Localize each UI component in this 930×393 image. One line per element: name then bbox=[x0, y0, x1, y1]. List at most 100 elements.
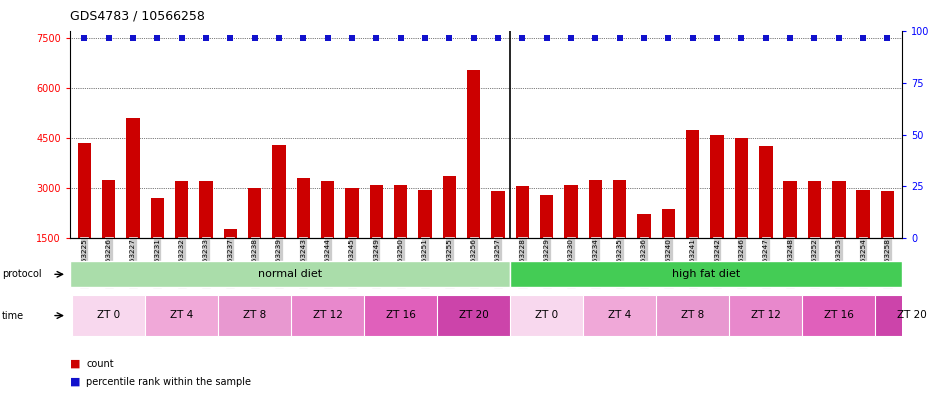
Text: ■: ■ bbox=[70, 358, 80, 369]
Text: GSM1263231: GSM1263231 bbox=[154, 238, 160, 286]
Text: GSM1263251: GSM1263251 bbox=[422, 238, 428, 286]
Bar bbox=[321, 181, 335, 288]
Text: percentile rank within the sample: percentile rank within the sample bbox=[86, 377, 251, 387]
Bar bbox=[443, 176, 456, 288]
Bar bbox=[224, 230, 237, 288]
Text: count: count bbox=[86, 358, 114, 369]
Text: GDS4783 / 10566258: GDS4783 / 10566258 bbox=[70, 10, 205, 23]
Text: ZT 16: ZT 16 bbox=[386, 310, 416, 320]
Bar bbox=[151, 198, 164, 288]
Text: GSM1263247: GSM1263247 bbox=[763, 238, 769, 286]
Bar bbox=[589, 180, 602, 288]
Bar bbox=[272, 145, 286, 288]
Bar bbox=[583, 295, 657, 336]
Text: GSM1263250: GSM1263250 bbox=[398, 238, 404, 286]
Text: ZT 16: ZT 16 bbox=[824, 310, 854, 320]
Bar bbox=[637, 215, 651, 288]
Text: GSM1263240: GSM1263240 bbox=[666, 238, 671, 286]
Text: ■: ■ bbox=[70, 377, 80, 387]
Bar bbox=[345, 188, 359, 288]
Bar bbox=[218, 295, 292, 336]
Bar bbox=[364, 295, 438, 336]
Text: ZT 12: ZT 12 bbox=[751, 310, 781, 320]
Bar bbox=[662, 209, 675, 288]
Text: GSM1263243: GSM1263243 bbox=[300, 238, 306, 286]
Text: ZT 20: ZT 20 bbox=[458, 310, 488, 320]
Bar bbox=[808, 181, 821, 288]
Bar bbox=[370, 185, 383, 288]
Text: protocol: protocol bbox=[2, 269, 42, 279]
Text: GSM1263244: GSM1263244 bbox=[325, 238, 331, 286]
Text: ZT 8: ZT 8 bbox=[681, 310, 704, 320]
Text: time: time bbox=[2, 310, 24, 321]
Bar bbox=[783, 181, 797, 288]
Text: GSM1263255: GSM1263255 bbox=[446, 238, 452, 286]
Text: ZT 4: ZT 4 bbox=[608, 310, 631, 320]
Text: GSM1263236: GSM1263236 bbox=[641, 238, 647, 286]
Text: GSM1263239: GSM1263239 bbox=[276, 238, 282, 286]
Text: GSM1263237: GSM1263237 bbox=[227, 238, 233, 286]
Text: GSM1263234: GSM1263234 bbox=[592, 238, 598, 286]
Text: GSM1263258: GSM1263258 bbox=[884, 238, 891, 286]
Bar bbox=[297, 178, 310, 288]
Bar bbox=[126, 118, 140, 288]
Text: GSM1263257: GSM1263257 bbox=[495, 238, 501, 286]
Bar bbox=[199, 181, 213, 288]
Bar bbox=[802, 295, 876, 336]
Text: GSM1263233: GSM1263233 bbox=[203, 238, 209, 286]
Text: GSM1263226: GSM1263226 bbox=[106, 238, 112, 286]
Text: ZT 12: ZT 12 bbox=[312, 310, 342, 320]
Bar bbox=[565, 185, 578, 288]
Bar bbox=[711, 134, 724, 288]
Bar bbox=[248, 188, 261, 288]
Bar bbox=[656, 295, 730, 336]
Bar bbox=[418, 189, 432, 288]
Bar bbox=[145, 295, 219, 336]
Text: GSM1263225: GSM1263225 bbox=[81, 238, 87, 286]
Text: GSM1263235: GSM1263235 bbox=[617, 238, 623, 286]
Bar bbox=[875, 295, 930, 336]
Bar bbox=[511, 261, 902, 287]
Text: GSM1263232: GSM1263232 bbox=[179, 238, 185, 286]
Text: GSM1263241: GSM1263241 bbox=[690, 238, 696, 286]
Bar bbox=[686, 130, 699, 288]
Text: GSM1263249: GSM1263249 bbox=[374, 238, 379, 286]
Bar bbox=[437, 295, 511, 336]
Text: GSM1263228: GSM1263228 bbox=[520, 238, 525, 286]
Bar bbox=[832, 181, 845, 288]
Text: high fat diet: high fat diet bbox=[672, 269, 740, 279]
Bar bbox=[70, 261, 511, 287]
Bar bbox=[729, 295, 803, 336]
Text: GSM1263245: GSM1263245 bbox=[349, 238, 355, 286]
Text: ZT 0: ZT 0 bbox=[97, 310, 120, 320]
Bar bbox=[102, 180, 115, 288]
Text: ZT 4: ZT 4 bbox=[170, 310, 193, 320]
Text: GSM1263230: GSM1263230 bbox=[568, 238, 574, 286]
Text: GSM1263254: GSM1263254 bbox=[860, 238, 866, 286]
Bar bbox=[394, 185, 407, 288]
Text: GSM1263227: GSM1263227 bbox=[130, 238, 136, 286]
Text: normal diet: normal diet bbox=[258, 269, 322, 279]
Text: GSM1263238: GSM1263238 bbox=[252, 238, 258, 286]
Bar bbox=[540, 195, 553, 288]
Bar bbox=[175, 181, 189, 288]
Bar bbox=[857, 189, 870, 288]
Bar bbox=[759, 146, 773, 288]
Bar bbox=[516, 186, 529, 288]
Bar bbox=[72, 295, 146, 336]
Bar bbox=[78, 143, 91, 288]
Bar bbox=[467, 70, 481, 288]
Bar bbox=[881, 191, 894, 288]
Bar bbox=[613, 180, 627, 288]
Text: ZT 0: ZT 0 bbox=[535, 310, 558, 320]
Bar bbox=[510, 295, 584, 336]
Text: ZT 20: ZT 20 bbox=[897, 310, 926, 320]
Text: GSM1263252: GSM1263252 bbox=[812, 238, 817, 286]
Text: ZT 8: ZT 8 bbox=[243, 310, 266, 320]
Bar bbox=[491, 191, 505, 288]
Text: GSM1263256: GSM1263256 bbox=[471, 238, 477, 286]
Text: GSM1263253: GSM1263253 bbox=[836, 238, 842, 286]
Text: GSM1263246: GSM1263246 bbox=[738, 238, 745, 286]
Text: GSM1263248: GSM1263248 bbox=[787, 238, 793, 286]
Bar bbox=[291, 295, 365, 336]
